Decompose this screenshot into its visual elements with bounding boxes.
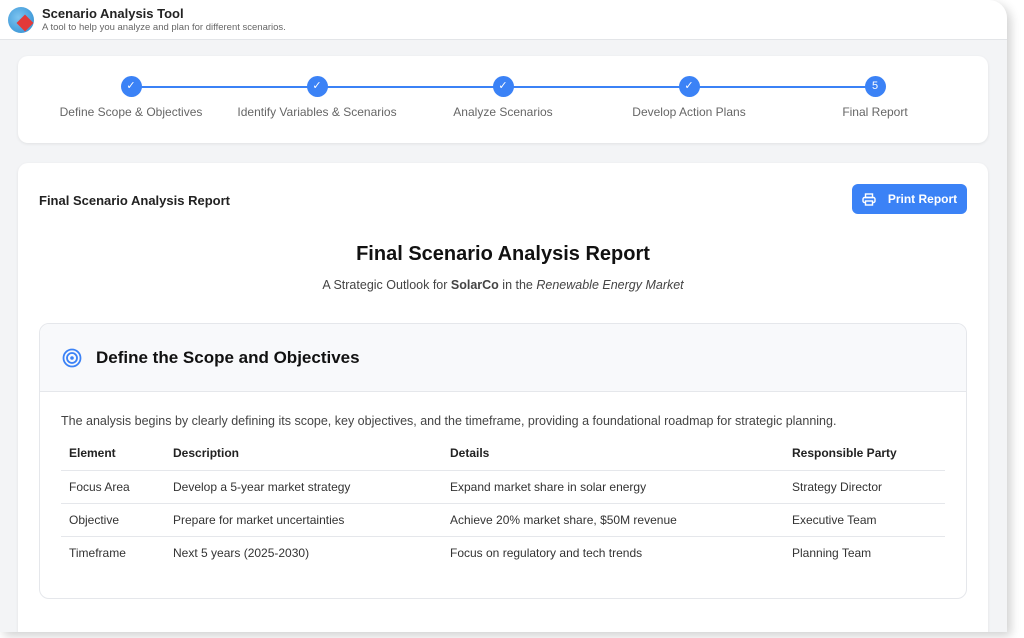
app-window: Scenario Analysis Tool A tool to help yo… bbox=[0, 0, 1007, 632]
card-title: Final Scenario Analysis Report bbox=[39, 193, 230, 208]
target-icon bbox=[62, 348, 82, 367]
printer-icon bbox=[862, 192, 876, 206]
report-card: Final Scenario Analysis Report Print Rep… bbox=[18, 163, 988, 632]
section-intro: The analysis begins by clearly defining … bbox=[61, 414, 837, 428]
table-row: Focus Area Develop a 5-year market strate… bbox=[61, 470, 945, 504]
app-subtitle: A tool to help you analyze and plan for … bbox=[42, 22, 286, 33]
step-label: Analyze Scenarios bbox=[453, 105, 553, 119]
table-cell: Planning Team bbox=[784, 536, 945, 569]
step-label: Develop Action Plans bbox=[632, 105, 746, 119]
report-subtitle: A Strategic Outlook for SolarCo in the R… bbox=[18, 278, 988, 292]
scope-section: Define the Scope and Objectives The anal… bbox=[39, 323, 967, 599]
table-cell: Develop a 5-year market strategy bbox=[165, 470, 442, 504]
app-logo-icon bbox=[8, 6, 34, 33]
check-icon: ✓ bbox=[678, 76, 700, 97]
market-name: Renewable Energy Market bbox=[536, 278, 684, 292]
progress-stepper: ✓ Define Scope & Objectives ✓ Identify Var… bbox=[18, 56, 988, 143]
table-cell: Prepare for market uncertainties bbox=[165, 503, 442, 537]
step-final-report[interactable]: 5 Final Report bbox=[785, 76, 965, 119]
step-number: 5 bbox=[864, 76, 886, 97]
table-cell: Strategy Director bbox=[784, 470, 945, 504]
check-icon: ✓ bbox=[492, 76, 514, 97]
table-row: Objective Prepare for market uncertaintie… bbox=[61, 503, 945, 537]
step-analyze-scenarios[interactable]: ✓ Analyze Scenarios bbox=[413, 76, 593, 119]
table-cell: Achieve 20% market share, $50M revenue bbox=[442, 503, 784, 537]
section-header: Define the Scope and Objectives bbox=[40, 324, 966, 392]
print-report-button[interactable]: Print Report bbox=[852, 184, 967, 214]
scope-table: Element Description Details Responsible … bbox=[61, 446, 945, 569]
print-label: Print Report bbox=[887, 192, 958, 206]
subtitle-text: in the bbox=[498, 278, 537, 292]
table-cell: Expand market share in solar energy bbox=[442, 470, 784, 504]
step-action-plans[interactable]: ✓ Develop Action Plans bbox=[599, 76, 779, 119]
section-title: Define the Scope and Objectives bbox=[96, 347, 360, 367]
table-cell: Focus on regulatory and tech trends bbox=[442, 536, 784, 569]
column-header: Element bbox=[69, 446, 116, 460]
report-title: Final Scenario Analysis Report bbox=[356, 243, 650, 265]
step-label: Define Scope & Objectives bbox=[59, 105, 203, 119]
table-header-row: Element Description Details Responsible … bbox=[61, 446, 945, 471]
column-header: Description bbox=[173, 446, 240, 460]
table-cell: Focus Area bbox=[61, 470, 165, 504]
app-title: Scenario Analysis Tool bbox=[42, 6, 184, 21]
check-icon: ✓ bbox=[120, 76, 142, 97]
app-header: Scenario Analysis Tool A tool to help yo… bbox=[0, 0, 1007, 40]
step-label: Final Report bbox=[842, 105, 908, 119]
step-identify-variables[interactable]: ✓ Identify Variables & Scenarios bbox=[227, 76, 407, 119]
table-row: Timeframe Next 5 years (2025-2030) Focus o… bbox=[61, 536, 945, 569]
company-name: SolarCo bbox=[450, 278, 499, 292]
table-cell: Executive Team bbox=[784, 503, 945, 537]
column-header: Responsible Party bbox=[792, 446, 897, 460]
check-icon: ✓ bbox=[306, 76, 328, 97]
table-cell: Timeframe bbox=[61, 536, 165, 569]
step-label: Identify Variables & Scenarios bbox=[237, 105, 397, 119]
subtitle-text: A Strategic Outlook for bbox=[322, 278, 451, 292]
column-header: Details bbox=[450, 446, 490, 460]
table-cell: Next 5 years (2025-2030) bbox=[165, 536, 442, 569]
step-define-scope[interactable]: ✓ Define Scope & Objectives bbox=[41, 76, 221, 119]
table-cell: Objective bbox=[61, 503, 165, 537]
